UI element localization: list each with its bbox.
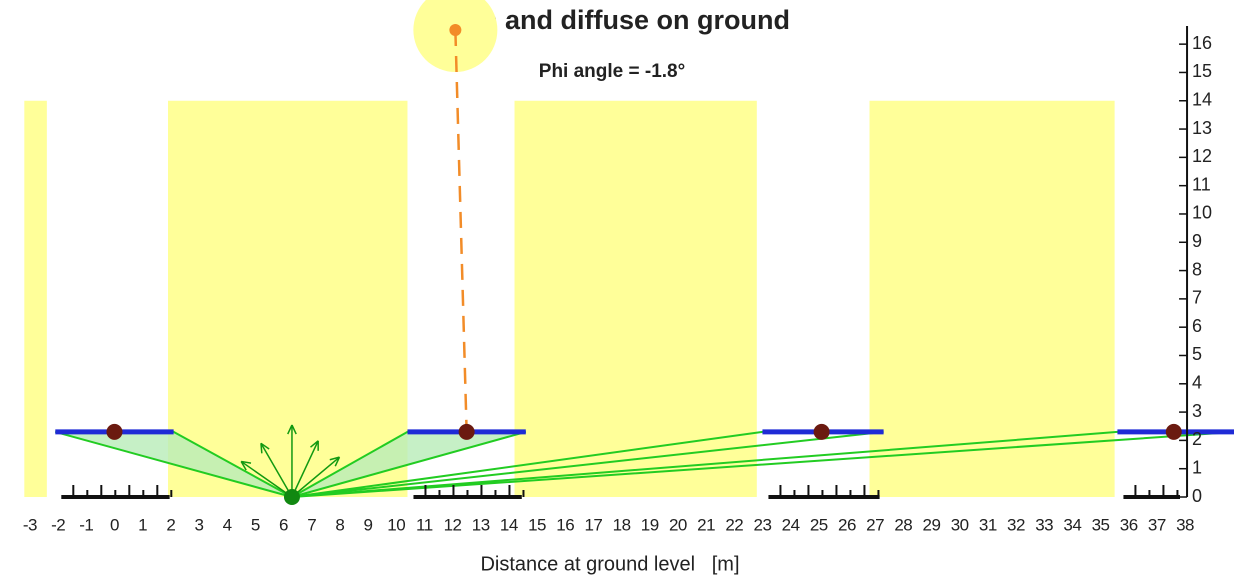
row-axis bbox=[458, 423, 475, 440]
x-tick-label: 34 bbox=[1063, 515, 1081, 534]
x-tick-label: 26 bbox=[838, 515, 856, 534]
x-axis-label: Distance at ground level [m] bbox=[480, 553, 739, 575]
x-tick-label: 36 bbox=[1120, 515, 1138, 534]
x-tick-label: 29 bbox=[923, 515, 941, 534]
x-tick-label: 32 bbox=[1007, 515, 1025, 534]
y-tick-label: 16 bbox=[1192, 33, 1212, 53]
y-tick-label: 8 bbox=[1192, 259, 1202, 279]
arrow-head bbox=[260, 442, 270, 450]
y-tick-label: 7 bbox=[1192, 288, 1202, 308]
diffuse-arrow bbox=[240, 460, 293, 498]
x-tick-label: 24 bbox=[782, 515, 800, 534]
x-tick-label: -2 bbox=[51, 515, 65, 534]
x-tick-label: 33 bbox=[1035, 515, 1053, 534]
arrow-head bbox=[310, 440, 319, 448]
x-tick-label: 20 bbox=[669, 515, 687, 534]
x-tick-label: 11 bbox=[416, 515, 433, 534]
arrow-head bbox=[260, 443, 263, 454]
x-tick-label: 14 bbox=[500, 515, 518, 534]
arrow-head bbox=[329, 456, 340, 461]
arrow-head bbox=[334, 456, 341, 467]
x-tick-label: 37 bbox=[1148, 515, 1166, 534]
arrow-head bbox=[240, 461, 247, 471]
x-tick-label: 2 bbox=[166, 515, 175, 534]
x-tick-label: 18 bbox=[613, 515, 631, 534]
x-tick-label: 30 bbox=[951, 515, 969, 534]
row-axis bbox=[813, 423, 830, 440]
y-tick-label: 4 bbox=[1192, 373, 1202, 393]
diffuse-arrow bbox=[291, 440, 319, 498]
x-tick-label: 38 bbox=[1176, 515, 1194, 534]
row-axis bbox=[1165, 423, 1182, 440]
y-tick-label: 9 bbox=[1192, 231, 1202, 251]
sunlit-zone bbox=[168, 100, 408, 498]
diffuse-arrow bbox=[260, 442, 293, 498]
y-tick-label: 14 bbox=[1192, 90, 1212, 110]
y-tick-label: 6 bbox=[1192, 316, 1202, 336]
sunlit-zone bbox=[514, 100, 757, 498]
y-tick-label: 2 bbox=[1192, 429, 1202, 449]
x-tick-label: 1 bbox=[138, 515, 147, 534]
x-tick-label: 6 bbox=[279, 515, 288, 534]
x-tick-label: -3 bbox=[23, 515, 37, 534]
plot-area bbox=[24, 0, 1234, 505]
x-tick-label: 0 bbox=[110, 515, 119, 534]
y-tick-label: 5 bbox=[1192, 344, 1202, 364]
x-tick-label: 15 bbox=[528, 515, 546, 534]
y-tick-label: 10 bbox=[1192, 203, 1212, 223]
sunlit-zone bbox=[869, 100, 1115, 498]
y-tick-label: 1 bbox=[1192, 457, 1202, 477]
x-tick-label: 17 bbox=[584, 515, 602, 534]
y-tick-label: 12 bbox=[1192, 146, 1212, 166]
x-tick-label: 21 bbox=[697, 515, 715, 534]
x-tick-label: 9 bbox=[364, 515, 373, 534]
arrow-head bbox=[291, 424, 297, 435]
x-tick-label: 22 bbox=[725, 515, 743, 534]
x-tick-label: 13 bbox=[472, 515, 490, 534]
arrow-head bbox=[241, 460, 252, 464]
arrow-head bbox=[287, 424, 293, 435]
x-tick-label: 16 bbox=[556, 515, 574, 534]
chart-subtitle: Phi angle = -1.8° bbox=[539, 61, 685, 82]
y-tick-label: 3 bbox=[1192, 401, 1202, 421]
x-tick-label: 19 bbox=[641, 515, 659, 534]
sunlit-zone bbox=[24, 100, 47, 498]
x-tick-label: 12 bbox=[444, 515, 462, 534]
x-tick-label: 25 bbox=[810, 515, 828, 534]
observer-point bbox=[283, 489, 300, 505]
y-tick-label: 0 bbox=[1192, 486, 1202, 506]
y-tick-label: 13 bbox=[1192, 118, 1212, 138]
x-tick-label: 27 bbox=[866, 515, 884, 534]
x-tick-label: -1 bbox=[79, 515, 93, 534]
sun-ray bbox=[454, 29, 468, 432]
x-tick-label: 7 bbox=[307, 515, 316, 534]
x-tick-label: 28 bbox=[894, 515, 912, 534]
y-tick-label: 15 bbox=[1192, 61, 1212, 81]
x-tick-label: 3 bbox=[195, 515, 204, 534]
x-tick-label: 5 bbox=[251, 515, 260, 534]
x-tick-label: 4 bbox=[223, 515, 232, 534]
x-tick-label: 23 bbox=[753, 515, 771, 534]
x-tick-label: 35 bbox=[1092, 515, 1110, 534]
row-axis bbox=[106, 423, 123, 440]
y-tick-label: 11 bbox=[1192, 174, 1211, 194]
x-tick-label: 8 bbox=[335, 515, 344, 534]
x-tick-label: 10 bbox=[387, 515, 405, 534]
diffuse-arrow bbox=[291, 456, 340, 498]
x-tick-label: 31 bbox=[979, 515, 997, 534]
